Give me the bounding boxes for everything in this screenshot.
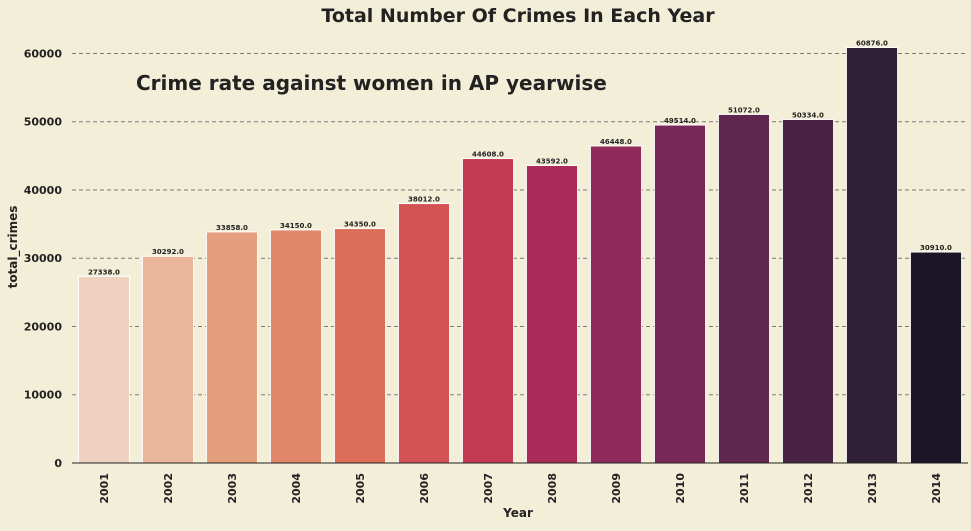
y-tick-label: 60000: [24, 47, 63, 60]
bar-2012: [781, 118, 835, 464]
y-tick-label: 20000: [24, 320, 63, 333]
data-label: 27338.0: [88, 268, 120, 276]
bar-2014: [909, 251, 963, 464]
bar-2002: [141, 255, 195, 464]
x-tick-label: 2013: [866, 473, 879, 504]
bar-2006: [397, 203, 451, 464]
data-label: 60876.0: [856, 39, 888, 47]
bar-2008: [525, 164, 579, 464]
bar-2009: [589, 145, 643, 464]
x-tick-label: 2008: [546, 473, 559, 504]
data-label: 34150.0: [280, 222, 312, 230]
y-tick-label: 40000: [24, 184, 63, 197]
x-tick-label: 2010: [674, 473, 687, 504]
data-label: 34350.0: [344, 221, 376, 229]
data-labels: 27338.0 30292.0 33858.0 34150.0 34350.0 38012…: [88, 39, 952, 276]
bar-2007: [461, 158, 515, 464]
x-tick-label: 2009: [610, 473, 623, 504]
bar-2010: [653, 124, 707, 464]
bar-2005: [333, 228, 387, 464]
data-label: 50334.0: [792, 111, 824, 119]
x-tick-label: 2001: [98, 473, 111, 504]
y-axis-label: total_crimes: [6, 206, 21, 289]
x-tick-label: 2006: [418, 473, 431, 504]
chart-title: Total Number Of Crimes In Each Year: [321, 5, 715, 27]
x-tick-label: 2012: [802, 473, 815, 504]
x-tick-label: 2003: [226, 473, 239, 504]
bar-2001: [77, 275, 131, 464]
data-label: 33858.0: [216, 224, 248, 232]
y-tick-label: 30000: [24, 252, 63, 265]
x-tick-label: 2005: [354, 473, 367, 504]
data-label: 51072.0: [728, 106, 760, 114]
x-tick-labels: 2001 2002 2003 2004 2005 2006 2007 2008 2009 2010…: [98, 473, 943, 504]
x-tick-label: 2004: [290, 473, 303, 504]
bar-2003: [205, 231, 259, 464]
x-tick-label: 2007: [482, 473, 495, 504]
bar-2011: [717, 113, 771, 464]
data-label: 30910.0: [920, 244, 952, 252]
x-tick-label: 2014: [930, 473, 943, 504]
x-tick-label: 2002: [162, 473, 175, 504]
x-axis-label: Year: [502, 506, 533, 520]
bars: [77, 46, 963, 464]
bar-2013: [845, 46, 899, 464]
data-label: 38012.0: [408, 196, 440, 204]
bar-2004: [269, 229, 323, 464]
y-tick-label: 50000: [24, 116, 63, 129]
data-label: 46448.0: [600, 138, 632, 146]
chart-annotation: Crime rate against women in AP yearwise: [136, 71, 607, 95]
x-tick-label: 2011: [738, 473, 751, 504]
y-tick-label: 10000: [24, 389, 63, 402]
y-tick-label: 0: [54, 457, 62, 470]
data-label: 30292.0: [152, 248, 184, 256]
data-label: 44608.0: [472, 151, 504, 159]
data-label: 49514.0: [664, 117, 696, 125]
data-label: 43592.0: [536, 157, 568, 165]
y-tick-labels: 0 10000 20000 30000 40000 50000 60000: [24, 47, 63, 470]
